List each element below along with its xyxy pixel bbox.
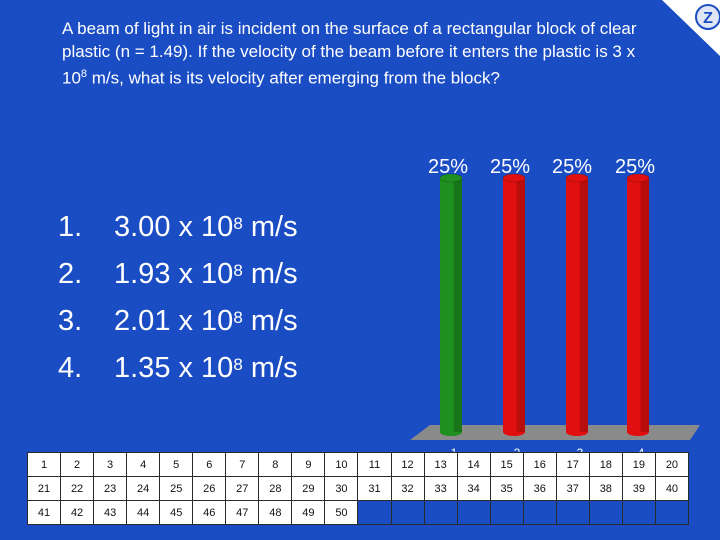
keypad-cell: 39 <box>621 476 656 501</box>
keypad-cell <box>357 500 392 525</box>
keypad-cell: 26 <box>192 476 227 501</box>
keypad-cell: 9 <box>291 452 326 477</box>
answer-option-2: 2. 1.93 x 108 m/s <box>58 251 298 298</box>
keypad-cell <box>621 500 656 525</box>
answer-option-3: 3. 2.01 x 108 m/s <box>58 298 298 345</box>
keypad-cell: 35 <box>489 476 524 501</box>
answer-option-4: 4. 1.35 x 108 m/s <box>58 345 298 392</box>
keypad-cell: 25 <box>159 476 194 501</box>
keypad-cell: 16 <box>522 452 557 477</box>
keypad-cell: 41 <box>26 500 62 525</box>
keypad-cell <box>555 500 590 525</box>
svg-text:Z: Z <box>703 10 713 27</box>
keypad-cell: 19 <box>621 452 656 477</box>
keypad-cell: 12 <box>390 452 425 477</box>
answer-number: 3. <box>58 305 83 337</box>
keypad-cell <box>489 500 524 525</box>
answer-text: 1.35 x 108 m/s <box>114 352 298 384</box>
chart-bar-4 <box>626 173 650 436</box>
keypad-cell <box>390 500 425 525</box>
keypad-cell: 4 <box>126 452 161 477</box>
answer-number: 4. <box>58 352 83 384</box>
answer-option-1: 1. 3.00 x 108 m/s <box>58 204 298 251</box>
keypad-cell: 8 <box>258 452 293 477</box>
keypad-cell: 17 <box>555 452 590 477</box>
keypad-cell: 46 <box>192 500 227 525</box>
chart-percent-label: 25% <box>428 156 469 178</box>
question-exponent: 8 <box>80 68 88 80</box>
keypad-cell: 23 <box>93 476 128 501</box>
keypad-cell: 31 <box>357 476 392 501</box>
keypad-grid-row: 21 22 23 24 25 26 27 28 29 30 31 32 33 34 35 36 37 38 39 40 <box>26 476 690 501</box>
keypad-cell: 47 <box>225 500 260 525</box>
turning-point-logo-icon: Z <box>662 0 720 56</box>
keypad-cell: 33 <box>423 476 458 501</box>
keypad-cell: 13 <box>423 452 458 477</box>
chart-percent-label: 25% <box>490 156 531 178</box>
question-main: A beam of light in air is incident on th… <box>62 19 637 88</box>
answer-number: 2. <box>58 258 83 290</box>
answer-text: 2.01 x 108 m/s <box>114 305 298 337</box>
question-tail: m/s, what is its velocity after emerging… <box>87 68 500 88</box>
keypad-cell: 5 <box>159 452 194 477</box>
keypad-cell: 36 <box>522 476 557 501</box>
keypad-cell: 50 <box>324 500 359 525</box>
keypad-cell: 29 <box>291 476 326 501</box>
keypad-cell: 32 <box>390 476 425 501</box>
keypad-cell: 1 <box>26 452 62 477</box>
keypad-cell: 3 <box>93 452 128 477</box>
keypad-cell: 14 <box>456 452 491 477</box>
keypad-cell: 37 <box>555 476 590 501</box>
keypad-cell: 22 <box>60 476 95 501</box>
keypad-cell: 6 <box>192 452 227 477</box>
question-text: A beam of light in air is incident on th… <box>62 17 662 90</box>
chart-percent-label: 25% <box>552 156 593 178</box>
keypad-cell: 45 <box>159 500 194 525</box>
chart-bar-3 <box>565 173 589 436</box>
keypad-cell: 24 <box>126 476 161 501</box>
keypad-cell <box>588 500 623 525</box>
keypad-cell: 42 <box>60 500 95 525</box>
keypad-cell <box>522 500 557 525</box>
keypad-cell <box>654 500 690 525</box>
keypad-cell: 20 <box>654 452 690 477</box>
answer-list: 1. 3.00 x 108 m/s 2. 1.93 x 108 m/s 3. 2.01 x… <box>58 204 298 392</box>
keypad-cell: 21 <box>26 476 62 501</box>
keypad-cell: 18 <box>588 452 623 477</box>
keypad-cell: 2 <box>60 452 95 477</box>
keypad-cell: 15 <box>489 452 524 477</box>
keypad-cell: 7 <box>225 452 260 477</box>
answer-text: 3.00 x 108 m/s <box>114 211 298 243</box>
chart-bar-2 <box>502 173 526 436</box>
keypad-grid-row: 41 42 43 44 45 46 47 48 49 50 <box>26 500 690 525</box>
keypad-cell: 43 <box>93 500 128 525</box>
chart-bar-1 <box>439 173 463 436</box>
keypad-grid-row: 1 2 3 4 5 6 7 8 9 10 11 12 13 14 15 16 17 18 19 20 <box>26 452 690 477</box>
answer-number: 1. <box>58 211 83 243</box>
keypad-cell: 11 <box>357 452 392 477</box>
keypad-response-grid: 1 2 3 4 5 6 7 8 9 10 11 12 13 14 15 16 17 18 19 20 21 22 23 24 2… <box>26 452 690 525</box>
keypad-cell: 30 <box>324 476 359 501</box>
keypad-cell: 44 <box>126 500 161 525</box>
keypad-cell: 40 <box>654 476 690 501</box>
keypad-cell: 10 <box>324 452 359 477</box>
answer-text: 1.93 x 108 m/s <box>114 258 298 290</box>
keypad-cell <box>456 500 491 525</box>
keypad-cell: 27 <box>225 476 260 501</box>
chart-percent-label: 25% <box>615 156 656 178</box>
keypad-cell: 28 <box>258 476 293 501</box>
keypad-cell: 34 <box>456 476 491 501</box>
keypad-cell: 48 <box>258 500 293 525</box>
keypad-cell <box>423 500 458 525</box>
keypad-cell: 49 <box>291 500 326 525</box>
keypad-cell: 38 <box>588 476 623 501</box>
